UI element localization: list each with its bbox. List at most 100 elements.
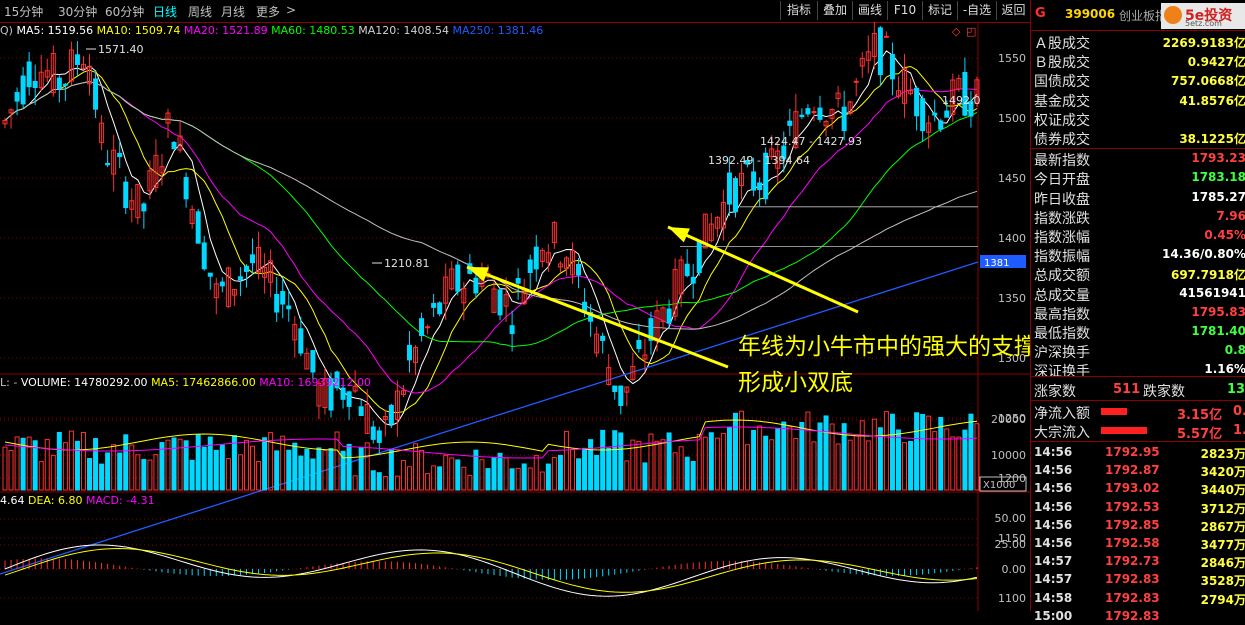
- volume-bar: [346, 443, 352, 491]
- restore-icon[interactable]: ◰: [966, 25, 977, 38]
- volume-bar: [853, 435, 859, 491]
- candle: [545, 252, 551, 263]
- mark-button[interactable]: 标记: [922, 1, 957, 20]
- stat-row: 最新指数 1793.23: [1031, 149, 1245, 169]
- tick-time: 14:56: [1034, 481, 1073, 496]
- volume-bar: [171, 437, 177, 491]
- volume-bar: [105, 452, 111, 491]
- candle: [461, 287, 467, 304]
- volume-bar: [533, 454, 539, 491]
- ma60-line: [4, 81, 978, 348]
- candle: [268, 260, 274, 283]
- draw-line-button[interactable]: 画线: [852, 1, 887, 20]
- volume-bar: [932, 431, 938, 491]
- tick-price: 1792.58: [1105, 536, 1160, 550]
- candle: [763, 152, 769, 200]
- period-daily[interactable]: 日线: [153, 5, 178, 19]
- volume-bar: [618, 432, 624, 491]
- netflow-extra: 0.9: [1233, 404, 1245, 419]
- support2-label: 1392.49 - 1394.64: [708, 154, 810, 167]
- candle: [781, 145, 787, 160]
- stat-label: 深证换手: [1034, 364, 1090, 381]
- volume-bar: [576, 458, 582, 491]
- period-15min[interactable]: 15分钟: [4, 5, 44, 19]
- indicator-button[interactable]: 指标: [780, 1, 817, 20]
- candle: [829, 109, 835, 119]
- stat-value: 14.36/0.80%: [1162, 247, 1245, 262]
- candle: [726, 172, 732, 205]
- candle: [274, 293, 280, 313]
- volume-bar: [62, 442, 68, 491]
- candle: [594, 333, 600, 354]
- candle: [153, 154, 159, 188]
- volume-bar: [883, 411, 889, 491]
- netflow-value: 3.15亿: [1177, 408, 1223, 423]
- volume-bar: [763, 435, 769, 491]
- volume-bar: [666, 432, 672, 491]
- candle: [171, 141, 177, 150]
- chevron-right-icon[interactable]: >: [286, 3, 297, 17]
- candle: [413, 347, 419, 363]
- volume-bar: [8, 450, 14, 491]
- period-30min[interactable]: 30分钟: [58, 5, 98, 19]
- candle: [950, 79, 956, 115]
- price-tick-label: 1300: [998, 352, 1026, 365]
- stat-row: 国债成交 757.0668亿: [1031, 70, 1245, 90]
- stat-row: 权证成交: [1031, 109, 1245, 129]
- volume-bar: [714, 437, 720, 491]
- candle: [328, 378, 334, 411]
- overlay-button[interactable]: 叠加: [817, 1, 852, 20]
- candle: [757, 182, 763, 191]
- stat-label: 沪深换手: [1034, 345, 1090, 362]
- period-more[interactable]: 更多: [256, 5, 281, 19]
- macd-axis-label: 50.00: [995, 512, 1027, 525]
- volume-bar: [859, 420, 865, 491]
- volume-bar: [950, 436, 956, 491]
- vol-ma5-value: MA5: 17462866.00: [151, 376, 256, 389]
- candle: [243, 265, 249, 272]
- volume-bar: [829, 423, 835, 491]
- candle: [68, 49, 74, 82]
- period-monthly[interactable]: 月线: [221, 5, 246, 19]
- candle: [702, 213, 708, 249]
- candle: [213, 283, 219, 299]
- candle: [237, 276, 243, 281]
- stat-value: 41561941: [1179, 285, 1245, 300]
- period-weekly[interactable]: 周线: [188, 5, 213, 19]
- stat-row: 昨日收盘 1785.27: [1031, 188, 1245, 208]
- price-tick-label: 1250: [998, 412, 1026, 425]
- volume-bar: [962, 429, 968, 491]
- diamond-icon[interactable]: ◇: [952, 25, 961, 38]
- back-button[interactable]: 返回: [996, 1, 1030, 20]
- volume-bar: [219, 444, 225, 491]
- volume-bar: [304, 448, 310, 491]
- candle: [147, 170, 153, 192]
- volume-bar: [225, 458, 231, 491]
- volume-bar: [153, 454, 159, 491]
- blockflow-label: 大宗流入: [1034, 425, 1090, 441]
- tick-row: 14:58 1792.83 2794万: [1031, 589, 1245, 607]
- kline-chart[interactable]: 1550 1500 1450 1400 1350 1300 1250 1200 1150 1100…: [0, 22, 1030, 611]
- legend-prefix: Q): [0, 24, 13, 37]
- candle: [624, 386, 630, 393]
- candle: [419, 318, 425, 337]
- tick-qty: 2823万: [1200, 447, 1245, 461]
- watchlist-button[interactable]: -自选: [957, 1, 996, 20]
- volume-bar: [624, 460, 630, 491]
- candle: [44, 70, 50, 78]
- volume-bar: [250, 445, 256, 491]
- candle: [642, 354, 648, 360]
- period-60min[interactable]: 60分钟: [105, 5, 145, 19]
- blockflow-extra: 1.9: [1233, 423, 1245, 438]
- candle: [799, 114, 805, 118]
- macd-legend: 4.64 DEA: 6.80 MACD: -4.31: [0, 494, 155, 507]
- candle: [250, 254, 256, 264]
- candle: [165, 112, 171, 124]
- logo-circle-icon: [1164, 6, 1182, 24]
- up-count: 511: [1113, 382, 1141, 397]
- stat-value: 2269.9183亿: [1162, 36, 1245, 50]
- volume-bar: [527, 467, 533, 491]
- f10-button[interactable]: F10: [887, 1, 922, 20]
- candle: [93, 78, 99, 110]
- volume-bar: [696, 433, 702, 491]
